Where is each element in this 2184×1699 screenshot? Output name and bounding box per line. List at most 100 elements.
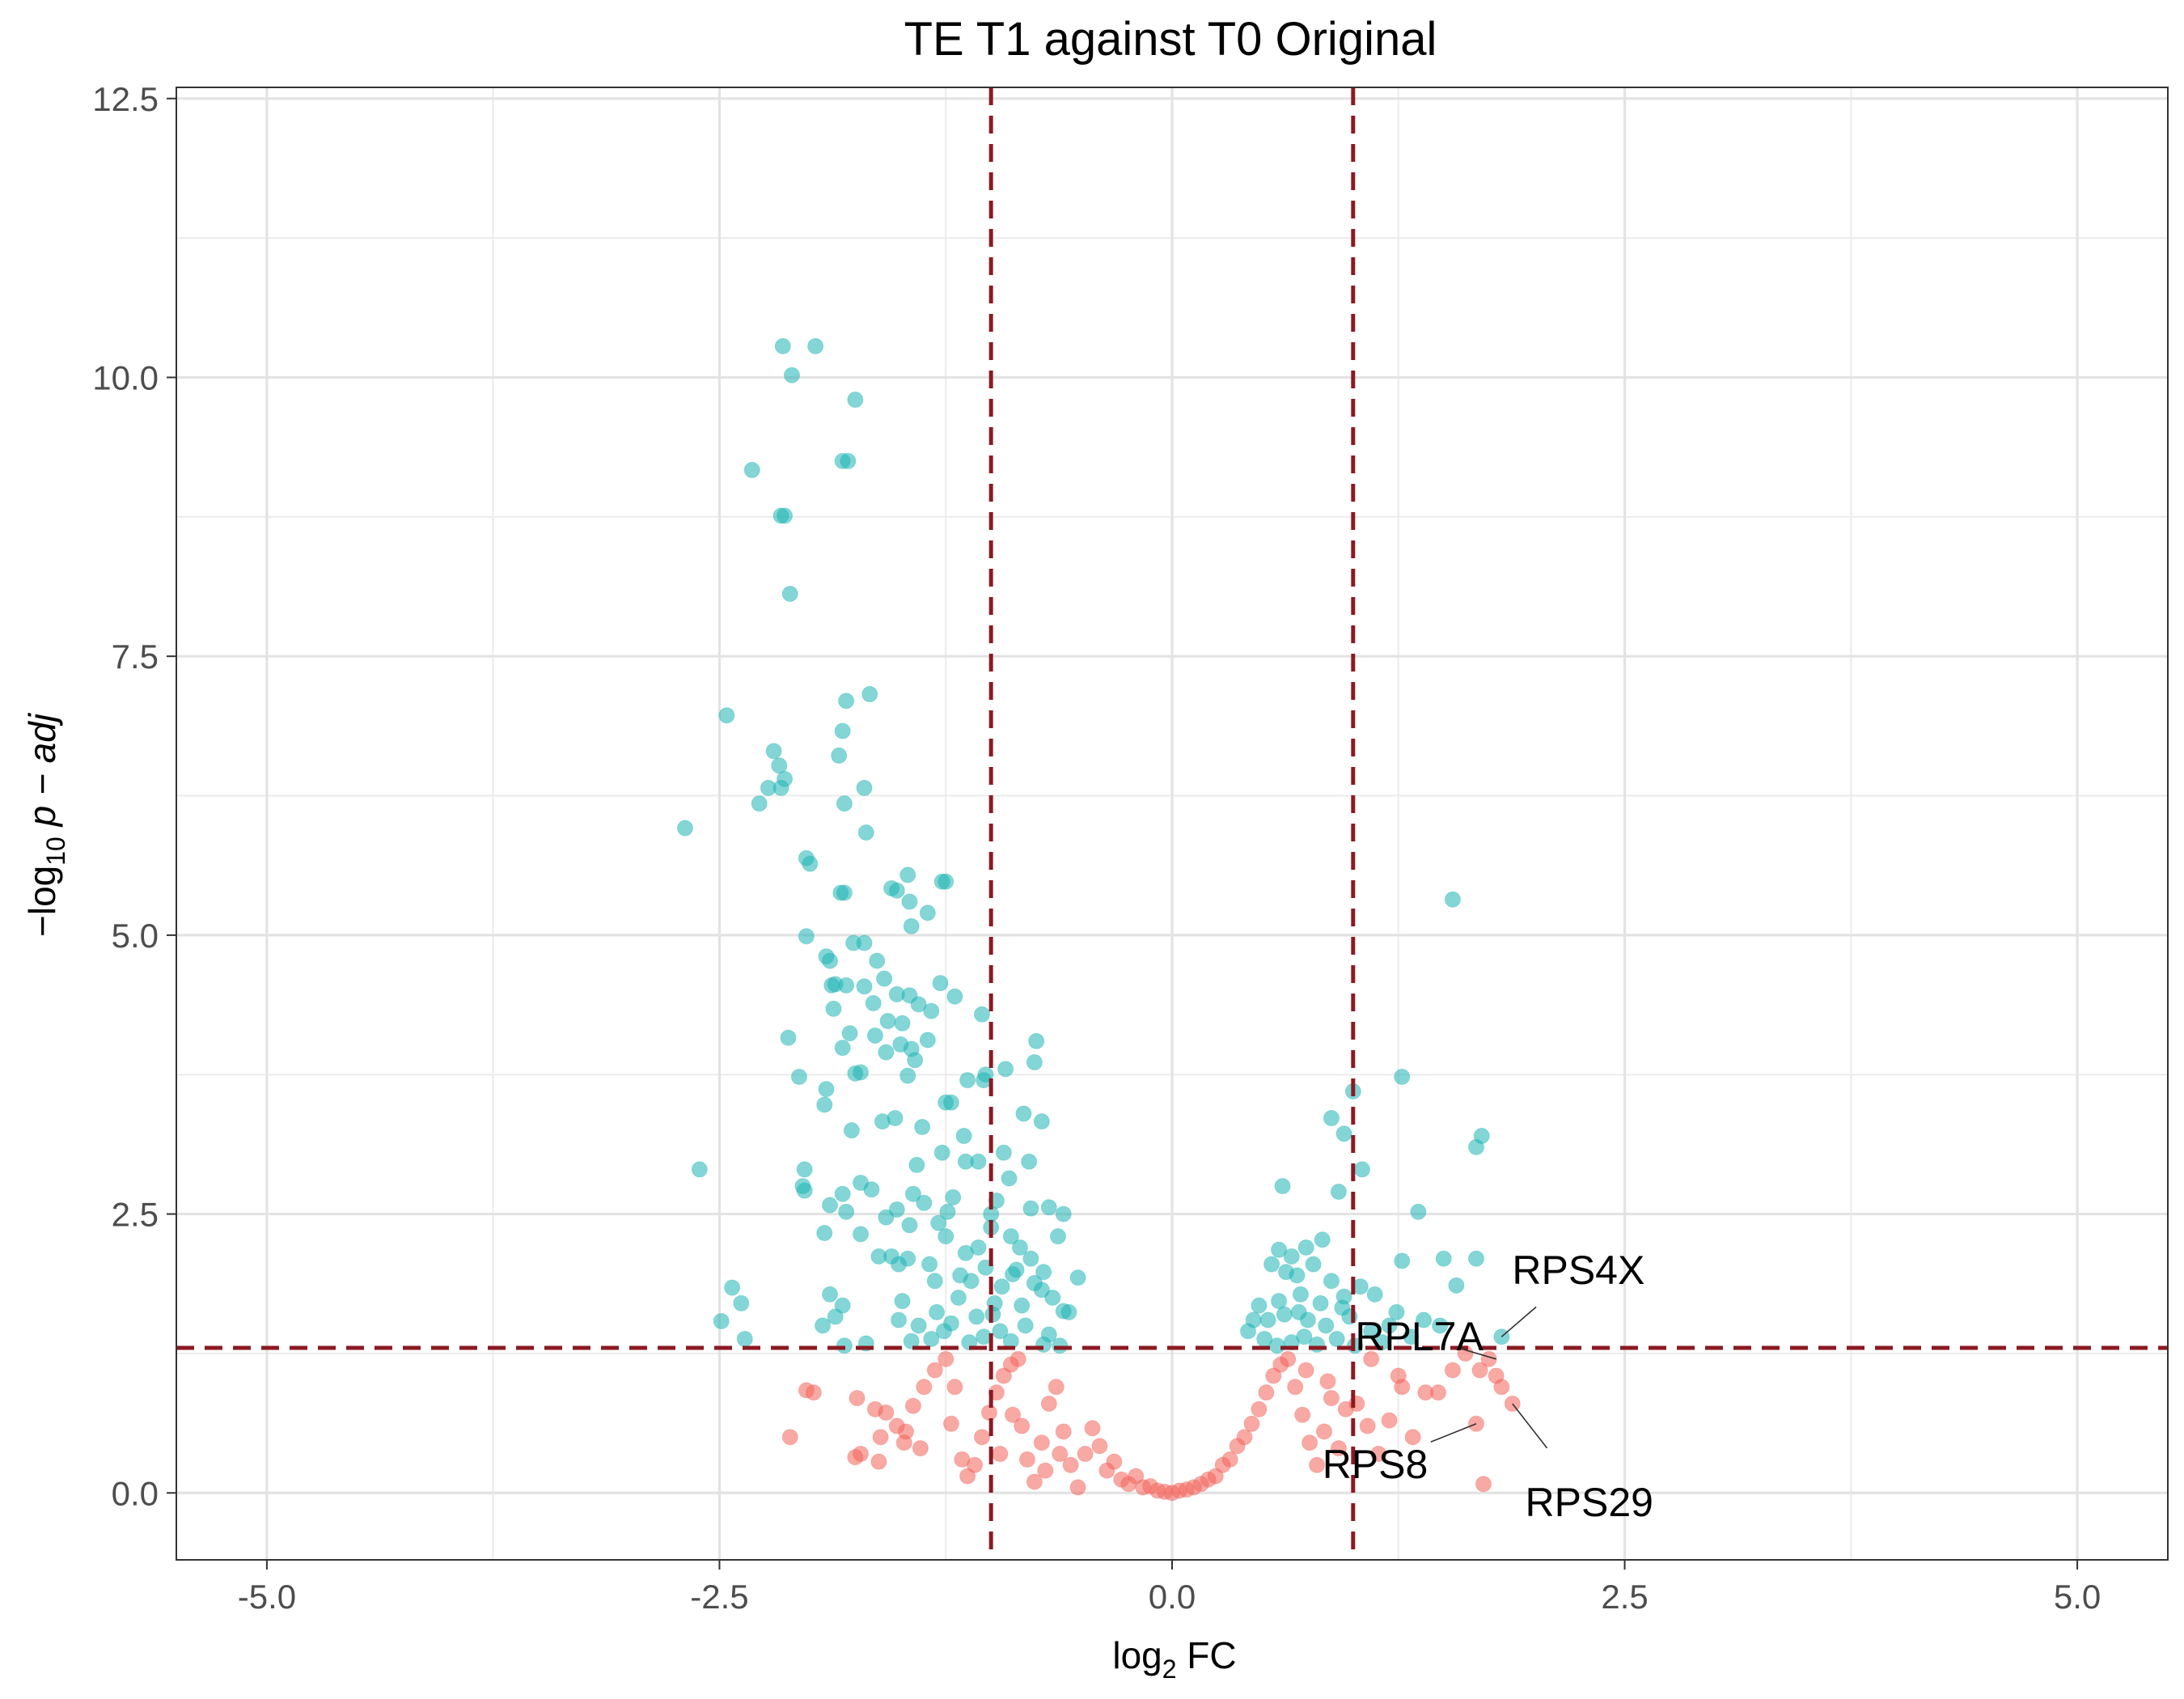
data-point	[942, 1415, 959, 1432]
data-point	[888, 882, 905, 899]
x-axis-ticks: -5.0 -2.5 0.0 2.5 5.0	[238, 1560, 2101, 1616]
data-point	[1026, 1054, 1043, 1071]
data-point	[912, 1440, 929, 1457]
data-point	[995, 1144, 1012, 1161]
data-point	[1040, 1395, 1057, 1412]
data-point	[1475, 1476, 1492, 1493]
data-point	[1390, 1367, 1407, 1384]
data-point	[1052, 1337, 1069, 1354]
data-point	[1335, 1125, 1352, 1142]
data-point	[1381, 1412, 1398, 1429]
data-point	[1448, 1277, 1465, 1294]
data-point	[1009, 1350, 1026, 1367]
data-point	[1106, 1453, 1123, 1470]
data-point	[973, 1006, 990, 1023]
data-point	[955, 1128, 972, 1145]
data-point	[1314, 1231, 1331, 1248]
data-point	[904, 1397, 921, 1414]
data-point	[1033, 1113, 1050, 1130]
data-point	[1302, 1434, 1318, 1451]
data-point	[923, 1002, 940, 1019]
x-tick-label: -5.0	[238, 1578, 296, 1616]
data-point	[796, 1161, 813, 1178]
data-point	[1410, 1203, 1427, 1220]
data-point	[891, 1256, 908, 1273]
threshold-lines	[176, 87, 2168, 1560]
data-point	[838, 1203, 855, 1220]
data-point	[1435, 1250, 1452, 1267]
data-point	[916, 1379, 933, 1396]
data-point	[904, 1185, 921, 1202]
data-point	[1251, 1400, 1268, 1417]
data-point	[774, 337, 791, 354]
data-point	[798, 1382, 815, 1399]
data-point	[1069, 1479, 1086, 1496]
data-point	[713, 1312, 730, 1329]
data-point	[1022, 1250, 1039, 1267]
gene-label: RPS8	[1323, 1442, 1428, 1487]
gene-annotations: RPS4X RPL7A RPS8 RPS29	[1323, 1248, 1653, 1525]
data-point	[691, 1161, 708, 1178]
data-point	[1294, 1406, 1311, 1423]
data-point	[919, 905, 936, 922]
data-point	[802, 855, 819, 872]
data-point	[901, 893, 918, 910]
data-point	[878, 1209, 895, 1226]
data-point	[1416, 1311, 1433, 1328]
data-point	[798, 928, 815, 945]
data-point	[1430, 1384, 1447, 1401]
x-axis-title: log2 FC	[1112, 1634, 1236, 1684]
data-points	[676, 337, 1521, 1502]
data-point	[863, 1181, 880, 1198]
data-point	[932, 975, 949, 992]
data-point	[736, 1331, 753, 1347]
data-point	[1296, 1328, 1313, 1345]
data-point	[888, 985, 905, 1002]
data-point	[1328, 1331, 1345, 1347]
data-point	[878, 1044, 895, 1061]
y-axis-ticks: 0.0 2.5 5.0 7.5 10.0 12.5	[92, 80, 176, 1512]
data-point	[765, 743, 782, 760]
data-point	[926, 1273, 943, 1290]
data-point	[838, 693, 855, 710]
y-tick-label: 7.5	[112, 638, 159, 676]
data-point	[1028, 1032, 1045, 1049]
data-point	[1297, 1239, 1314, 1256]
data-point	[876, 970, 893, 987]
data-point	[815, 1317, 832, 1334]
data-point	[853, 1064, 870, 1081]
data-point	[903, 917, 920, 934]
data-point	[1022, 1200, 1039, 1217]
data-point	[1048, 1379, 1064, 1396]
data-point	[777, 507, 794, 524]
data-point	[1055, 1205, 1072, 1222]
data-point	[1017, 1317, 1034, 1334]
data-point	[772, 779, 789, 796]
data-point	[950, 1289, 967, 1306]
data-point	[1394, 1252, 1411, 1269]
data-point	[1044, 1289, 1061, 1306]
data-point	[1265, 1367, 1282, 1384]
data-point	[1309, 1456, 1326, 1473]
data-point	[992, 1446, 1009, 1463]
data-point	[959, 1072, 976, 1089]
chart-title: TE T1 against T0 Original	[904, 13, 1437, 66]
data-point	[1283, 1248, 1300, 1265]
data-point	[783, 366, 800, 383]
data-point	[992, 1323, 1009, 1340]
data-point	[970, 1239, 987, 1256]
data-point	[993, 1278, 1010, 1295]
data-point	[1258, 1384, 1275, 1401]
data-point	[1026, 1473, 1043, 1490]
data-point	[821, 1197, 838, 1214]
data-point	[865, 994, 882, 1011]
data-point	[1268, 1337, 1285, 1354]
data-point	[970, 1153, 987, 1170]
data-point	[816, 1225, 833, 1242]
data-point	[1040, 1199, 1057, 1216]
data-point	[1323, 1273, 1340, 1290]
data-point	[1055, 1423, 1072, 1440]
y-tick-label: 12.5	[92, 80, 159, 118]
